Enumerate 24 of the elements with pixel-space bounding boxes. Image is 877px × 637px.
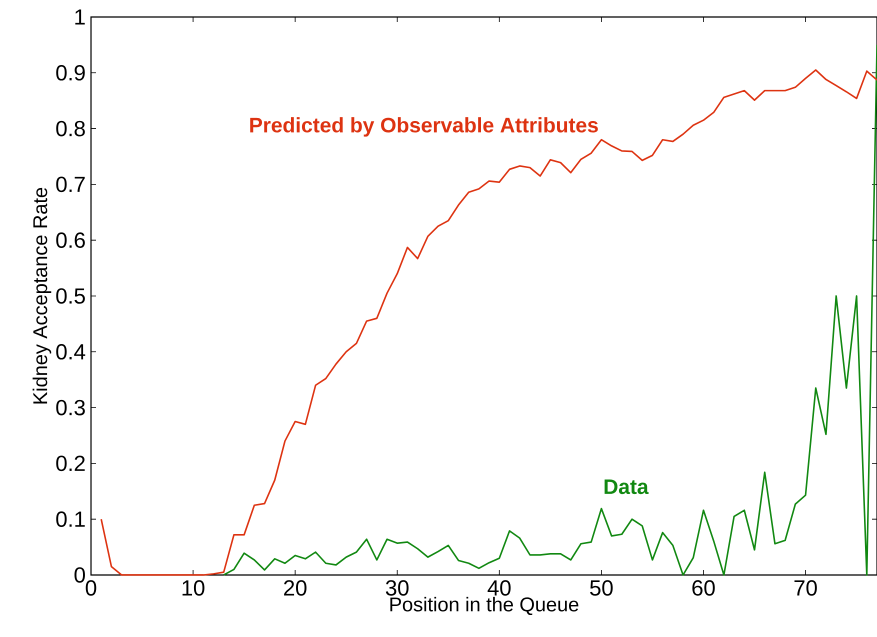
y-tick-label: 0.2 [56,456,85,472]
x-tick-label: 60 [692,580,715,596]
x-tick-label: 10 [182,580,204,596]
series-label: Predicted by Observable Attributes [250,117,598,137]
y-tick-label: 0.6 [56,232,85,248]
y-tick-label: 0.1 [56,511,85,527]
x-tick-label: 70 [794,580,817,596]
x-tick-label: 20 [284,580,306,596]
y-tick-label: 0.4 [56,344,86,360]
y-tick-label: 1 [75,9,85,25]
series-label: Data [604,480,649,494]
line-series [222,44,877,576]
x-axis-title: Position in the Queue [390,596,578,616]
x-tick-label: 40 [488,580,511,596]
y-tick-label: 0.9 [56,65,85,81]
x-tick-label: 30 [386,580,409,596]
y-tick-label: 0.7 [56,176,85,192]
y-tick-label: 0.5 [56,288,85,304]
y-tick-label: 0 [74,567,85,583]
y-tick-label: 0.3 [56,400,85,416]
x-tick-label: 0 [86,580,96,596]
y-tick-label: 0.8 [56,120,85,136]
y-axis-title: Kidney Acceptance Rate [32,188,52,404]
x-tick-label: 50 [590,580,613,596]
